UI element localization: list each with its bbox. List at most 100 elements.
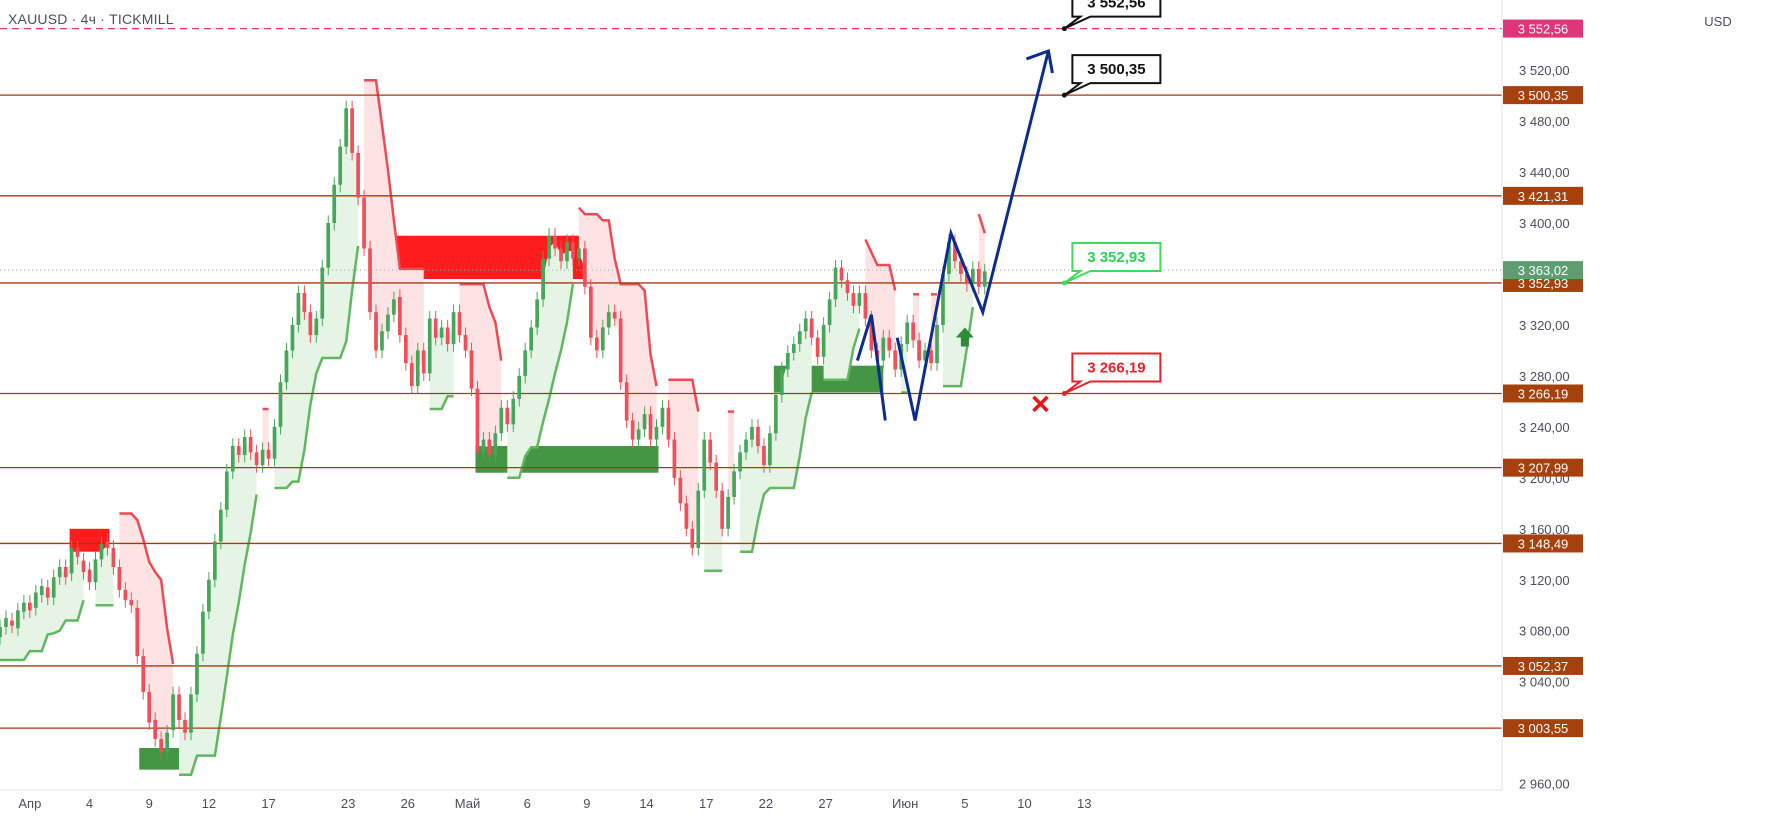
level-label: 3 052,37 xyxy=(1518,659,1569,674)
bear-candle xyxy=(135,607,140,657)
bull-candle xyxy=(827,299,832,325)
bull-candle xyxy=(726,496,730,529)
bear-candle xyxy=(714,462,719,491)
bear-candle xyxy=(63,567,68,578)
bull-candle xyxy=(803,318,808,332)
bull-candle xyxy=(606,312,611,328)
level-label-bg xyxy=(1503,458,1583,477)
bear-candle xyxy=(708,439,713,463)
bull-candle xyxy=(272,426,277,459)
bear-candle xyxy=(571,242,575,259)
bull-candle xyxy=(797,331,802,345)
price-axis[interactable]: 3 520,00 3 480,00 3 440,00 3 400,00 3 320,00… xyxy=(1501,0,1786,822)
time-tick-label: Апр xyxy=(18,796,41,811)
bear-candle xyxy=(553,235,557,249)
bull-candle xyxy=(189,694,193,733)
bear-candle xyxy=(953,242,957,262)
bear-candle xyxy=(362,197,366,249)
callout-text: 3 352,93 xyxy=(1087,249,1145,266)
bull-candle xyxy=(0,626,2,638)
level-label-bg xyxy=(1503,384,1583,403)
bull-candle xyxy=(970,268,975,285)
bear-candle xyxy=(81,560,86,573)
price-axis-bg xyxy=(1502,0,1786,822)
currency-label: USD xyxy=(1704,14,1731,29)
bear-candle xyxy=(117,567,122,590)
trail-band-fill xyxy=(95,544,114,606)
bear-candle xyxy=(583,248,587,287)
level-label: 3 148,49 xyxy=(1518,536,1569,551)
forecast-wave xyxy=(855,314,887,421)
bear-candle xyxy=(959,261,963,274)
bear-candle xyxy=(159,739,163,752)
time-tick-label: Май xyxy=(455,796,480,811)
bull-candle xyxy=(905,322,910,345)
current-price-label: 3 363,02 xyxy=(1518,263,1569,278)
supply-zone xyxy=(69,528,110,552)
price-tick-label: 3 480,00 xyxy=(1519,114,1570,129)
price-tick-label: 3 320,00 xyxy=(1519,318,1570,333)
callout-text: 3 500,35 xyxy=(1087,61,1145,78)
time-tick-label: 4 xyxy=(86,796,93,811)
price-callout xyxy=(1063,352,1162,395)
bear-candle xyxy=(236,445,241,455)
bear-candle xyxy=(433,318,438,338)
bull-candle xyxy=(696,490,701,548)
bear-candle xyxy=(308,312,313,336)
bull-candle xyxy=(941,273,945,325)
bull-candle xyxy=(499,407,504,434)
time-tick-label: 17 xyxy=(699,796,713,811)
time-tick-label: 10 xyxy=(1017,796,1031,811)
bear-candle xyxy=(672,439,677,478)
bull-candle xyxy=(732,471,736,497)
bull-candle xyxy=(982,271,987,287)
price-tick-label: 3 120,00 xyxy=(1519,573,1570,588)
bull-candle xyxy=(69,547,74,574)
bull-candle xyxy=(171,694,175,731)
support-trail-line xyxy=(740,392,813,553)
level-label-bg xyxy=(1503,534,1583,553)
bear-candle xyxy=(559,248,563,262)
bull-candle xyxy=(218,509,223,542)
level-label: 3 266,19 xyxy=(1518,386,1569,401)
bear-candle xyxy=(630,420,635,440)
bear-candle xyxy=(851,293,856,306)
time-axis[interactable]: Апр 4 9 12 17 23 26 Май 6 9 14 17 22 27 Июн 5 10 13 xyxy=(0,789,1502,811)
level-label: 3 500,35 xyxy=(1518,88,1569,103)
bear-candle xyxy=(720,490,725,529)
bull-candle xyxy=(165,732,169,752)
bear-candle xyxy=(863,293,868,319)
bull-candle xyxy=(738,452,742,472)
bear-candle xyxy=(839,267,844,281)
bull-candle xyxy=(923,350,927,361)
bear-candle xyxy=(75,547,80,557)
resistance-trail-line xyxy=(577,206,658,387)
bear-candle xyxy=(887,337,892,351)
trail-band-fill xyxy=(459,284,502,448)
support-trail-line xyxy=(823,328,861,381)
bear-candle xyxy=(445,327,450,345)
bull-candle xyxy=(290,324,295,351)
bull-candle xyxy=(535,299,539,328)
bull-candle xyxy=(774,395,778,434)
price-tick-label: 3 440,00 xyxy=(1519,165,1570,180)
time-tick-label: 22 xyxy=(759,796,773,811)
bull-candle xyxy=(213,541,217,580)
price-tick-label: 3 080,00 xyxy=(1519,624,1570,639)
time-tick-label: Июн xyxy=(892,796,918,811)
price-tick-label: 3 160,00 xyxy=(1519,522,1570,537)
bull-candle xyxy=(4,617,8,627)
bull-candle xyxy=(320,267,325,319)
time-tick-label: 13 xyxy=(1077,796,1091,811)
bull-candle xyxy=(338,146,343,185)
bear-candle xyxy=(762,445,766,466)
bull-candle xyxy=(201,611,205,654)
time-tick-label: 6 xyxy=(524,796,531,811)
bear-candle xyxy=(111,547,116,568)
forecast-arrowhead xyxy=(1025,48,1054,74)
bull-candle xyxy=(577,248,581,259)
bull-candle xyxy=(427,318,432,374)
support-trail-line xyxy=(179,494,258,776)
time-tick-label: 9 xyxy=(583,796,590,811)
